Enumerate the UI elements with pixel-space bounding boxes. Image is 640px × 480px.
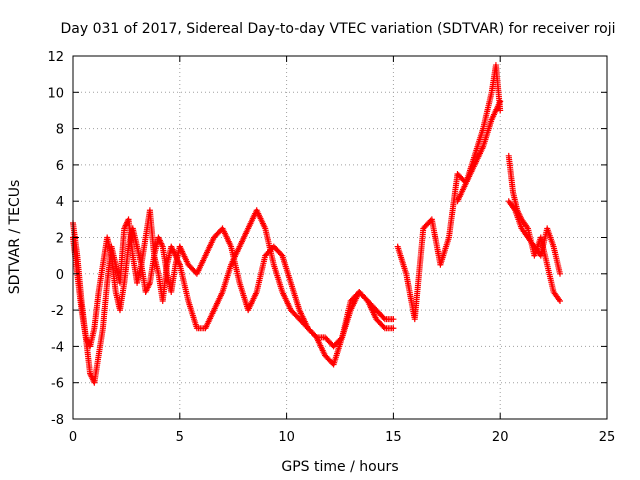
chart-title: Day 031 of 2017, Sidereal Day-to-day VTE… — [60, 21, 615, 37]
y-tick-label: 4 — [56, 195, 64, 210]
y-axis-label: SDTVAR / TECUs — [7, 180, 23, 295]
data-point — [312, 333, 319, 340]
x-tick-label: 0 — [69, 430, 77, 445]
x-tick-label: 20 — [492, 430, 509, 445]
data-point — [497, 107, 504, 114]
y-tick-label: -8 — [51, 413, 64, 428]
y-tick-label: -2 — [51, 304, 64, 319]
x-tick-label: 10 — [278, 430, 295, 445]
x-tick-label: 25 — [599, 430, 616, 445]
data-point — [380, 323, 387, 330]
y-tick-label: 0 — [56, 268, 64, 283]
y-tick-label: 8 — [56, 123, 64, 138]
data-point — [390, 316, 397, 323]
y-tick-label: -4 — [51, 340, 64, 355]
axis-ticks: 0 5 10 15 20 25 -8 -6 -4 -2 0 2 4 6 8 10 12 — [47, 50, 615, 445]
data-points — [70, 62, 564, 386]
data-point — [557, 298, 564, 305]
data-point — [337, 335, 344, 342]
x-tick-label: 5 — [176, 430, 184, 445]
x-axis-label: GPS time / hours — [281, 459, 398, 475]
y-tick-label: -6 — [51, 377, 64, 392]
y-tick-label: 10 — [47, 86, 64, 101]
data-point — [380, 314, 387, 321]
data-point — [497, 98, 504, 105]
x-tick-label: 15 — [385, 430, 402, 445]
data-point — [278, 251, 285, 258]
data-point — [390, 325, 397, 332]
y-tick-label: 12 — [47, 50, 64, 65]
y-tick-label: 2 — [56, 232, 64, 247]
data-point — [557, 270, 564, 277]
y-tick-label: 6 — [56, 159, 64, 174]
